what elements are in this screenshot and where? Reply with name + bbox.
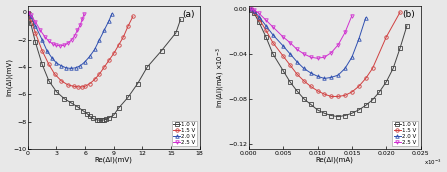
Legend: 1.0 V, 1.5 V, 2.0 V, 2.5 V: 1.0 V, 1.5 V, 2.0 V, 2.5 V xyxy=(172,121,197,146)
Text: x10$^{-3}$: x10$^{-3}$ xyxy=(424,158,442,167)
X-axis label: Re(ΔI)(mV): Re(ΔI)(mV) xyxy=(95,157,133,163)
Y-axis label: Im(ΔI)(mA) ×10$^{-3}$: Im(ΔI)(mA) ×10$^{-3}$ xyxy=(215,47,227,108)
Text: (b): (b) xyxy=(403,10,415,19)
X-axis label: Re(ΔI)(mA): Re(ΔI)(mA) xyxy=(316,157,354,163)
Y-axis label: Im(ΔI)(mV): Im(ΔI)(mV) xyxy=(5,58,12,96)
Text: (a): (a) xyxy=(182,10,194,19)
Legend: 1.0 V, 1.5 V, 2.0 V, 2.5 V: 1.0 V, 1.5 V, 2.0 V, 2.5 V xyxy=(392,121,418,146)
